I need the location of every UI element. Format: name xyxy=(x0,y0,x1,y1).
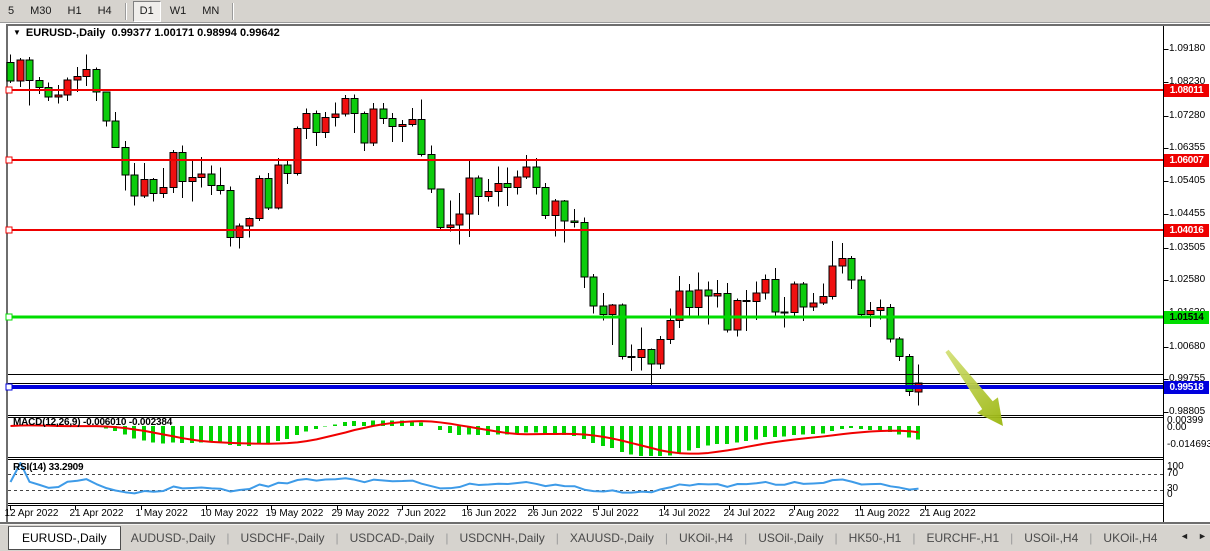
indicator-scale-label: 0.00399 xyxy=(1167,415,1204,426)
chart-title-symbol: EURUSD-,Daily xyxy=(25,27,106,39)
macd-values: -0.006010 -0.002384 xyxy=(83,417,173,428)
timeframe-button-h4[interactable]: H4 xyxy=(97,5,112,17)
price-axis-label: 1.06355 xyxy=(1169,142,1206,153)
date-axis-label: 16 Jun 2022 xyxy=(461,508,517,519)
date-axis-label: 29 May 2022 xyxy=(331,508,390,519)
chart-tab-hk50-h1[interactable]: HK50-,H1 xyxy=(848,531,902,545)
price-axis-label: 1.09180 xyxy=(1169,43,1206,54)
chart-tab-ukoil-h4[interactable]: UKOil-,H4 xyxy=(1103,531,1158,545)
indicator-scale-label: 0 xyxy=(1167,489,1173,500)
chart-tab-usdcad-daily[interactable]: USDCAD-,Daily xyxy=(349,531,435,545)
price-level-tag: 1.04016 xyxy=(1164,223,1209,237)
rsi-label: RSI(14) 33.2909 xyxy=(13,462,84,473)
date-axis-label: 5 Jul 2022 xyxy=(592,508,639,519)
price-axis-label: 1.00680 xyxy=(1169,341,1206,352)
price-axis-label: 1.04455 xyxy=(1169,208,1206,219)
price-axis-label: 0.99755 xyxy=(1169,373,1206,384)
window-bottom-border xyxy=(0,522,1210,524)
indicator-scale-label: -0.014693 xyxy=(1167,439,1210,450)
tab-separator: | xyxy=(226,531,230,545)
chart-title-ohlc: 0.99377 1.00171 0.98994 0.99642 xyxy=(111,27,280,39)
indicator-scale-label: 70 xyxy=(1167,468,1179,479)
chevron-down-icon[interactable]: ▼ xyxy=(13,28,21,37)
chart-tab-xauusd-daily[interactable]: XAUUSD-,Daily xyxy=(569,531,654,545)
symbol-tab-bar: EURUSD-,Daily AUDUSD-,Daily | USDCHF-,Daily… xyxy=(0,524,1210,551)
tab-separator: | xyxy=(744,531,748,545)
price-axis-label: 1.07280 xyxy=(1169,110,1206,121)
chart-tab-ukoil-h4[interactable]: UKOil-,H4 xyxy=(679,531,734,545)
chart-tab-usdcnh-daily[interactable]: USDCNH-,Daily xyxy=(459,531,545,545)
date-axis-label: 7 Jun 2022 xyxy=(396,508,447,519)
timeframe-button-d1[interactable]: D1 xyxy=(132,0,161,22)
indicator-scale-label: 100 xyxy=(1167,461,1184,472)
price-axis-label: 0.98805 xyxy=(1169,406,1206,417)
macd-label: MACD(12,26,9) -0.006010 -0.002384 xyxy=(13,417,172,428)
tab-separator: | xyxy=(664,531,669,545)
timeframe-button-h1[interactable]: H1 xyxy=(67,5,82,17)
price-level-tag: 0.99518 xyxy=(1164,380,1209,394)
price-axis-label: 1.03505 xyxy=(1169,242,1206,253)
chart-tab-eurchf-h1[interactable]: EURCHF-,H1 xyxy=(926,531,1000,545)
date-axis-label: 10 May 2022 xyxy=(200,508,259,519)
rsi-value: 33.2909 xyxy=(48,462,84,473)
date-axis-label: 1 May 2022 xyxy=(135,508,188,519)
date-axis-label: 24 Jul 2022 xyxy=(723,508,776,519)
indicator-scale-label: 0.00 xyxy=(1167,422,1187,433)
price-axis-label: 1.05405 xyxy=(1169,175,1206,186)
tabs-scroll-left-icon[interactable]: ◄ xyxy=(1180,531,1189,541)
timeframe-button-5[interactable]: 5 xyxy=(8,5,15,17)
date-axis-label: 14 Jul 2022 xyxy=(658,508,711,519)
chart-tab-usoil-daily[interactable]: USOil-,Daily xyxy=(758,531,824,545)
tab-separator: | xyxy=(834,531,838,545)
toolbar-separator xyxy=(232,2,235,20)
price-level-tag: 1.08011 xyxy=(1164,83,1209,97)
chart-tab-usoil-h4[interactable]: USOil-,H4 xyxy=(1024,531,1079,545)
date-axis-label: 26 Jun 2022 xyxy=(527,508,583,519)
rsi-name: RSI(14) xyxy=(13,462,47,473)
tab-separator: | xyxy=(912,531,916,545)
timeframe-toolbar: 5 M30 H1 H4 D1 W1 MN xyxy=(0,0,1210,23)
price-axis-label: 1.02580 xyxy=(1169,274,1206,285)
tab-separator: | xyxy=(1010,531,1014,545)
tab-separator: | xyxy=(1089,531,1093,545)
chart-tab-usdchf-daily[interactable]: USDCHF-,Daily xyxy=(240,531,325,545)
chart-tab-eurusd-daily[interactable]: EURUSD-,Daily xyxy=(8,526,121,550)
indicator-scale-label: 30 xyxy=(1167,483,1179,494)
macd-name: MACD(12,26,9) xyxy=(13,417,81,428)
price-axis-label: 1.08230 xyxy=(1169,76,1206,87)
down-arrow-annotation[interactable] xyxy=(945,349,1003,426)
date-axis-label: 2 Aug 2022 xyxy=(788,508,840,519)
date-axis-label: 21 Apr 2022 xyxy=(69,508,124,519)
chart-title: ▼ EURUSD-,Daily 0.99377 1.00171 0.98994 0… xyxy=(13,27,280,39)
price-level-tag: 1.06007 xyxy=(1164,153,1209,167)
date-axis-label: 19 May 2022 xyxy=(265,508,324,519)
price-level-tag: 1.01514 xyxy=(1164,310,1209,324)
timeframe-button-w1[interactable]: W1 xyxy=(169,5,187,17)
date-axis-label: 11 Aug 2022 xyxy=(854,508,910,519)
timeframe-button-mn[interactable]: MN xyxy=(202,5,220,17)
tabs-scroll-right-icon[interactable]: ► xyxy=(1198,531,1207,541)
tab-separator: | xyxy=(555,531,559,545)
date-axis-label: 21 Aug 2022 xyxy=(919,508,976,519)
tab-separator: | xyxy=(335,531,339,545)
timeframe-button-m30[interactable]: M30 xyxy=(30,5,52,17)
date-axis-label: 12 Apr 2022 xyxy=(4,508,59,519)
chart-tab-audusd-daily[interactable]: AUDUSD-,Daily xyxy=(130,531,216,545)
toolbar-separator xyxy=(124,2,127,20)
chart-window[interactable] xyxy=(6,24,1210,523)
tab-separator: | xyxy=(445,531,449,545)
